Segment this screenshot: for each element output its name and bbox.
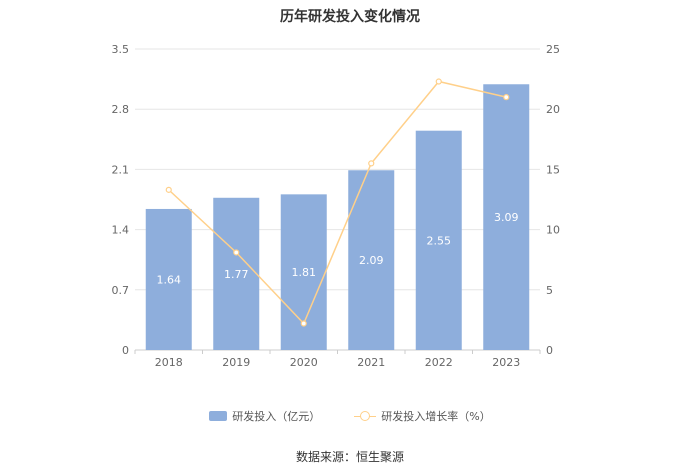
- chart-title: 历年研发投入变化情况: [280, 9, 420, 25]
- y-left-tick-label: 0: [122, 344, 129, 357]
- bar-data-label: 1.81: [292, 266, 317, 279]
- bar-data-label: 1.77: [224, 268, 249, 281]
- legend-line-label: 研发投入增长率（%）: [381, 410, 491, 423]
- growth-rate-point: [300, 320, 307, 327]
- source-note: 数据来源：恒生聚源: [295, 450, 404, 464]
- x-tick-label: 2020: [290, 356, 318, 369]
- growth-rate-point: [165, 186, 172, 193]
- bar-data-label: 1.64: [157, 273, 182, 286]
- growth-rate-point: [233, 249, 240, 256]
- y-left-tick-label: 3.5: [112, 43, 130, 56]
- legend-line-swatch: [354, 411, 377, 421]
- x-tick-label: 2018: [155, 356, 183, 369]
- y-right-tick-label: 20: [546, 103, 560, 116]
- y-right-tick-label: 15: [546, 163, 560, 176]
- chart-legend: 研发投入（亿元） 研发投入增长率（%）: [0, 408, 700, 424]
- x-tick-label: 2023: [492, 356, 520, 369]
- y-left-tick-label: 0.7: [112, 284, 130, 297]
- x-tick-label: 2022: [425, 356, 453, 369]
- legend-item-bar[interactable]: 研发投入（亿元）: [209, 408, 320, 424]
- y-right-tick-label: 10: [546, 224, 560, 237]
- growth-rate-point: [368, 160, 375, 167]
- y-right-tick-label: 25: [546, 43, 560, 56]
- x-tick-label: 2019: [222, 356, 250, 369]
- growth-rate-point: [503, 94, 510, 101]
- y-left-tick-label: 1.4: [112, 224, 130, 237]
- bar: [145, 208, 192, 350]
- y-right-tick-label: 0: [546, 344, 553, 357]
- bar: [483, 84, 530, 350]
- y-right-tick-label: 5: [546, 284, 553, 297]
- bar-data-label: 3.09: [494, 211, 519, 224]
- legend-item-line[interactable]: 研发投入增长率（%）: [354, 408, 491, 424]
- growth-rate-point: [435, 78, 442, 85]
- bar: [415, 130, 462, 350]
- bar: [213, 197, 260, 350]
- legend-bar-swatch: [209, 411, 228, 421]
- y-left-tick-label: 2.1: [112, 163, 130, 176]
- legend-bar-label: 研发投入（亿元）: [232, 410, 321, 423]
- growth-rate-line: [168, 80, 507, 325]
- bar-data-label: 2.55: [427, 234, 452, 247]
- y-left-tick-label: 2.8: [112, 103, 130, 116]
- x-tick-label: 2021: [357, 356, 385, 369]
- bar-data-label: 2.09: [359, 254, 384, 267]
